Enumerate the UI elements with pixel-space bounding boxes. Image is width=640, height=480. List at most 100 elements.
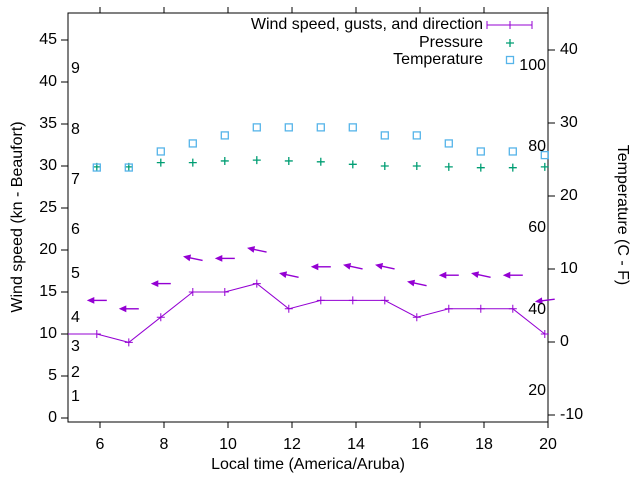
fahrenheit-scale-label: 100 — [519, 57, 546, 75]
square-marker — [156, 147, 165, 156]
plus-marker — [220, 288, 229, 296]
fahrenheit-scale-label: 80 — [528, 138, 546, 156]
fahrenheit-scale-label: 20 — [528, 381, 546, 399]
y-right-tick-label: 30 — [560, 114, 578, 131]
square-marker — [316, 123, 325, 132]
beaufort-scale-label: 9 — [71, 60, 80, 78]
plus-marker — [316, 296, 325, 305]
legend-entry-wind: Wind speed, gusts, and direction — [250, 16, 483, 33]
plus-marker — [92, 330, 101, 338]
legend-entry-temperature: Temperature — [393, 51, 483, 68]
plus-marker — [508, 304, 517, 313]
pressure-series — [92, 156, 549, 172]
square-marker — [444, 139, 453, 148]
y-right-tick-label: 0 — [560, 333, 569, 350]
square-marker — [508, 147, 517, 156]
x-tick-label: 20 — [539, 436, 557, 453]
plus-marker — [188, 158, 197, 167]
x-axis-title: Local time (America/Aruba) — [211, 456, 405, 473]
plus-marker — [284, 156, 293, 165]
gust-direction-arrow — [183, 254, 203, 262]
plus-marker — [188, 288, 197, 296]
square-marker — [348, 123, 357, 132]
y-axis-left-title: Wind speed (kn - Beaufort) — [9, 121, 26, 313]
square-marker — [505, 55, 515, 65]
plus-marker — [476, 304, 485, 313]
y-left-tick-label: 30 — [39, 157, 57, 174]
fahrenheit-scale-label: 60 — [528, 219, 546, 237]
plus-marker — [506, 39, 514, 47]
square-marker — [188, 139, 197, 148]
plus-marker — [348, 160, 357, 169]
y-right-tick-label: 20 — [560, 187, 578, 204]
beaufort-scale-label: 2 — [71, 363, 80, 381]
y-right-tick-label: 10 — [560, 260, 578, 277]
plus-marker — [412, 313, 421, 322]
gust-direction-arrow — [438, 271, 459, 279]
plot-border-and-ticks — [61, 7, 555, 428]
gust-direction-arrow — [375, 262, 395, 270]
gust-direction-arrow — [214, 255, 235, 262]
square-marker — [380, 131, 389, 140]
legend-samples — [486, 21, 533, 65]
wind-speed-series — [68, 246, 555, 347]
plus-marker — [348, 296, 357, 305]
y-left-tick-label: 10 — [39, 325, 57, 342]
x-tick-label: 12 — [283, 436, 301, 453]
gust-direction-arrow — [118, 305, 139, 313]
y-left-tick-label: 35 — [39, 115, 57, 132]
square-marker — [92, 163, 101, 172]
plus-marker — [444, 304, 453, 313]
x-tick-label: 18 — [475, 436, 493, 453]
plus-marker — [380, 296, 389, 305]
plus-marker — [540, 162, 549, 171]
y-left-tick-label: 25 — [39, 199, 57, 216]
square-marker — [476, 147, 485, 156]
gust-direction-arrow — [279, 271, 299, 279]
square-marker — [124, 163, 133, 172]
fahrenheit-scale-label: 40 — [528, 300, 546, 318]
y-left-tick-label: 5 — [48, 367, 57, 384]
x-tick-label: 10 — [219, 436, 237, 453]
gust-direction-arrow — [150, 280, 171, 287]
beaufort-scale-label: 1 — [71, 388, 80, 405]
y-right-tick-label: -10 — [560, 406, 584, 423]
plus-marker — [540, 330, 549, 338]
plus-marker — [156, 158, 165, 167]
beaufort-scale-label: 7 — [71, 171, 80, 189]
gust-direction-arrow — [534, 297, 555, 305]
square-marker — [284, 123, 293, 132]
y-axis-right-title: Temperature (C - F) — [614, 144, 631, 286]
plus-marker — [444, 162, 453, 171]
x-tick-label: 8 — [159, 436, 169, 453]
plus-marker — [156, 313, 165, 322]
gust-direction-arrow — [407, 279, 427, 287]
y-left-tick-label: 0 — [48, 409, 57, 426]
gust-direction-arrow — [310, 263, 331, 271]
plus-marker — [316, 157, 325, 166]
plus-marker — [476, 163, 485, 172]
square-marker — [252, 123, 261, 132]
beaufort-scale-label: 3 — [71, 337, 80, 355]
plus-marker — [252, 279, 261, 288]
plus-marker — [284, 304, 293, 313]
square-marker — [540, 150, 549, 160]
x-tick-label: 16 — [411, 436, 429, 453]
wind-speed-line — [68, 283, 546, 343]
plus-marker — [508, 163, 517, 172]
plus-marker — [506, 21, 514, 29]
plus-marker — [412, 162, 421, 170]
y-left-tick-label: 20 — [39, 241, 57, 258]
y-right-tick-label: 40 — [560, 41, 578, 58]
y-left-tick-label: 45 — [39, 31, 57, 48]
x-tick-label: 14 — [347, 436, 365, 453]
gust-direction-arrow — [471, 271, 491, 279]
y-left-tick-label: 15 — [39, 283, 57, 300]
plus-marker — [124, 338, 133, 347]
temperature-series — [92, 123, 549, 172]
legend-entry-pressure: Pressure — [418, 34, 483, 51]
gust-direction-arrow — [343, 262, 363, 270]
gust-direction-arrow — [247, 246, 267, 253]
